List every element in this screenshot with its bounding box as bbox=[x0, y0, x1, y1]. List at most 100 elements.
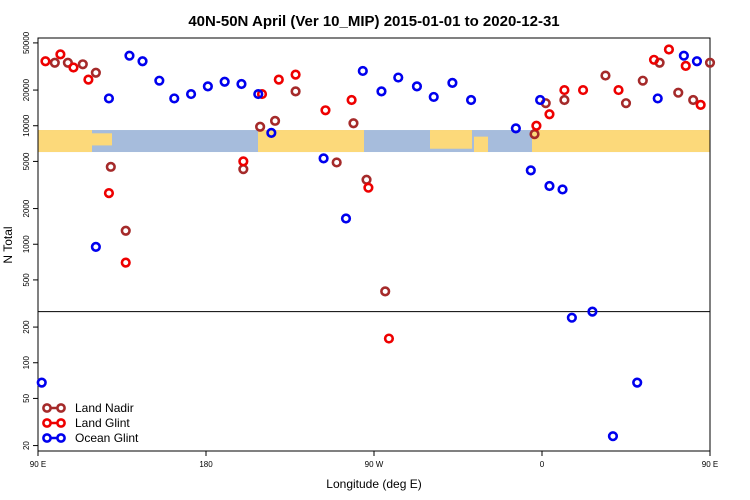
data-point bbox=[124, 50, 135, 61]
data-point bbox=[269, 115, 281, 126]
legend-label: Land Glint bbox=[75, 416, 130, 430]
data-point bbox=[637, 75, 648, 86]
data-point bbox=[447, 77, 458, 88]
data-point bbox=[255, 121, 266, 132]
data-point bbox=[559, 94, 570, 106]
data-point bbox=[36, 377, 47, 388]
data-point bbox=[695, 99, 706, 110]
data-point bbox=[137, 56, 148, 67]
map-land-north-america bbox=[258, 130, 364, 153]
data-point bbox=[40, 56, 51, 67]
y-tick-label: 2000 bbox=[22, 199, 31, 217]
data-point bbox=[77, 59, 88, 70]
x-tick-label: 180 bbox=[199, 460, 213, 469]
data-point bbox=[663, 44, 675, 55]
chart-title: 40N-50N April (Ver 10_MIP) 2015-01-01 to… bbox=[188, 13, 559, 30]
data-point bbox=[680, 60, 691, 71]
x-tick-label: 90 E bbox=[702, 460, 718, 469]
data-point bbox=[169, 93, 180, 104]
legend-marker bbox=[42, 403, 52, 413]
data-point bbox=[535, 94, 546, 106]
data-point bbox=[348, 118, 359, 129]
y-tick-label: 20000 bbox=[22, 78, 31, 101]
y-tick-label: 1000 bbox=[22, 235, 31, 253]
data-point bbox=[465, 94, 477, 106]
series-land-nadir bbox=[49, 57, 716, 297]
legend-marker bbox=[56, 418, 66, 428]
data-point bbox=[185, 88, 197, 100]
data-point bbox=[566, 312, 577, 323]
data-point bbox=[340, 213, 352, 224]
data-point bbox=[525, 165, 536, 176]
data-point bbox=[688, 94, 699, 106]
data-point bbox=[577, 84, 589, 96]
legend-marker bbox=[56, 403, 66, 413]
data-point bbox=[273, 74, 284, 85]
data-point bbox=[83, 74, 94, 85]
data-point bbox=[90, 67, 101, 78]
legend-marker bbox=[42, 433, 52, 443]
map-land-europe bbox=[430, 130, 472, 149]
y-axis-label: N Total bbox=[1, 226, 15, 263]
data-point bbox=[346, 94, 357, 106]
data-point bbox=[256, 88, 268, 100]
legend-label: Ocean Glint bbox=[75, 431, 139, 445]
data-point bbox=[363, 182, 374, 193]
plot-area: 90 E 180 90 W 0 90 E 20 50 100 200 500 1000 2000 500… bbox=[22, 31, 718, 469]
data-point bbox=[290, 86, 301, 97]
x-tick-label: 0 bbox=[540, 460, 545, 469]
data-point bbox=[632, 377, 643, 388]
data-point bbox=[428, 91, 439, 103]
data-point bbox=[266, 127, 277, 139]
data-point bbox=[90, 241, 101, 252]
x-axis-label: Longitude (deg E) bbox=[326, 477, 421, 491]
y-tick-label: 10000 bbox=[22, 114, 31, 137]
y-tick-label: 50 bbox=[22, 393, 31, 402]
y-tick-label: 5000 bbox=[22, 152, 31, 170]
map-land-central-asia bbox=[532, 130, 710, 153]
data-point bbox=[691, 56, 703, 67]
data-point bbox=[544, 109, 555, 120]
y-tick-label: 20 bbox=[22, 441, 31, 450]
plot-frame bbox=[37, 37, 711, 452]
data-point bbox=[652, 93, 663, 104]
data-point bbox=[120, 257, 131, 268]
data-point bbox=[613, 84, 624, 96]
data-point bbox=[49, 57, 60, 68]
data-point bbox=[544, 180, 555, 192]
data-point bbox=[357, 65, 368, 77]
data-point bbox=[607, 431, 619, 442]
data-point bbox=[648, 54, 660, 65]
data-point bbox=[673, 87, 684, 98]
data-point bbox=[557, 184, 568, 195]
x-tick-label: 90 W bbox=[365, 460, 384, 469]
map-land-florida bbox=[300, 142, 312, 153]
data-point bbox=[103, 93, 115, 104]
data-point bbox=[55, 49, 66, 60]
data-point bbox=[361, 174, 372, 185]
data-point bbox=[238, 156, 249, 167]
data-point bbox=[68, 62, 79, 73]
data-point bbox=[559, 84, 570, 96]
data-point bbox=[531, 120, 542, 131]
data-point bbox=[704, 57, 716, 68]
y-tick-label: 500 bbox=[22, 273, 31, 287]
data-point bbox=[600, 70, 611, 81]
series-land-glint bbox=[40, 44, 706, 344]
y-tick-label: 50000 bbox=[22, 31, 31, 54]
data-point bbox=[587, 306, 598, 317]
data-point bbox=[120, 225, 131, 236]
data-point bbox=[318, 153, 329, 164]
map-land-asia bbox=[38, 130, 92, 153]
y-tick-label: 200 bbox=[22, 320, 31, 334]
data-point bbox=[380, 286, 391, 297]
data-point bbox=[376, 86, 387, 97]
legend-marker bbox=[42, 418, 52, 428]
data-point bbox=[290, 69, 301, 80]
data-point bbox=[678, 50, 689, 61]
data-point bbox=[393, 72, 404, 83]
data-point bbox=[219, 76, 230, 87]
world-map-strip bbox=[38, 130, 710, 153]
